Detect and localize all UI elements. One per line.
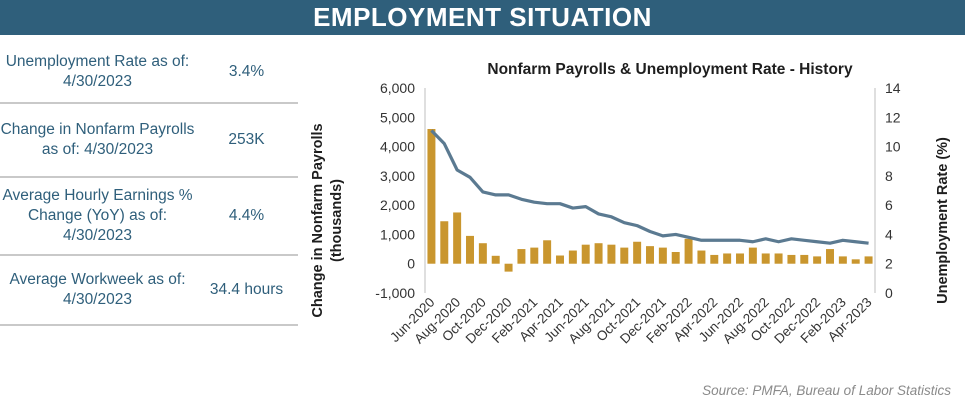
y2-tick-label: 6 [885,197,893,213]
y-axis-title-line: Change in Nonfarm Payrolls [310,123,326,317]
payroll-bar [556,255,564,264]
payroll-bar [646,246,654,264]
y-tick-label: 1,000 [380,226,415,242]
stat-value: 4.4% [228,207,265,224]
source-note: Source: PMFA, Bureau of Labor Statistics [702,383,951,398]
unemployment-rate-line [430,129,869,245]
stat-nonfarm-payrolls: Change in Nonfarm Payrolls as of: 4/30/2… [0,104,298,178]
stat-value: 253K [228,131,265,148]
stat-unemployment-rate: Unemployment Rate as of: 4/30/2023 3.4% [0,42,298,104]
payroll-bar [800,254,809,264]
stat-hourly-earnings: Average Hourly Earnings % Change (YoY) a… [0,178,298,256]
stat-average-workweek: Average Workweek as of: 4/30/2023 34.4 h… [0,256,298,326]
y2-tick-label: 10 [885,139,901,155]
y-tick-label: 6,000 [380,80,415,96]
y2-axis-title: Unemployment Rate (%) [935,137,951,304]
y-tick-label: 4,000 [380,139,415,155]
payroll-bar [517,249,526,264]
payroll-bar [813,256,822,264]
stat-label: Change in Nonfarm Payrolls as of: 4/30/2… [0,121,195,158]
payroll-bar [710,254,719,264]
payroll-bar [427,129,436,264]
payroll-bar [504,263,513,272]
payroll-bar [774,253,783,264]
payroll-bar [658,247,667,264]
stats-panel: Unemployment Rate as of: 4/30/2023 3.4% … [0,42,298,326]
y-tick-label: 2,000 [380,197,415,213]
chart-svg: Nonfarm Payrolls & Unemployment Rate - H… [310,61,951,347]
y-tick-label: 3,000 [380,168,415,184]
payroll-bar [491,255,500,264]
payroll-bar [697,250,706,264]
payroll-bar [723,253,732,264]
payroll-bar [543,240,552,264]
payroll-bar [440,221,449,264]
payroll-bar [620,247,629,264]
payroll-bar [581,244,590,264]
payroll-bar [736,253,744,264]
payroll-bar [671,252,680,264]
y-axis-title-line: (thousands) [329,179,345,262]
y2-tick-label: 14 [885,80,901,96]
payroll-bar [530,247,539,264]
payroll-bar [684,238,693,264]
y2-tick-label: 2 [885,256,893,272]
payroll-bar [864,256,873,264]
payroll-bar [787,254,796,264]
stat-value: 3.4% [228,63,265,80]
y-axis-title: Change in Nonfarm Payrolls (thousands) [310,123,345,317]
payroll-bar [453,212,462,264]
payroll-bar [826,249,834,264]
page-title: EMPLOYMENT SITUATION [0,0,965,35]
stat-label: Unemployment Rate as of: 4/30/2023 [5,53,190,90]
chart-title: Nonfarm Payrolls & Unemployment Rate - H… [487,61,853,78]
chart-container: Nonfarm Payrolls & Unemployment Rate - H… [300,40,965,404]
stat-label: Average Workweek as of: 4/30/2023 [9,271,186,308]
y2-tick-label: 0 [885,285,893,301]
payroll-bar [466,235,474,264]
y-tick-label: -1,000 [375,285,415,301]
payroll-bar [568,250,577,264]
y2-tick-label: 4 [885,226,893,242]
payroll-bar [838,256,847,264]
y-tick-label: 5,000 [380,109,415,125]
payroll-bar [851,259,860,264]
y2-tick-label: 12 [885,109,901,125]
y2-tick-label: 8 [885,168,893,184]
payroll-bar [594,243,603,264]
payroll-bar [633,241,642,264]
stat-value: 34.4 hours [209,281,284,298]
stat-label: Average Hourly Earnings % Change (YoY) a… [2,187,193,244]
payroll-bar [748,247,757,264]
payroll-bar [607,244,616,264]
y-tick-label: 0 [407,256,415,272]
payroll-bar [761,253,770,264]
payroll-bar [478,243,487,264]
